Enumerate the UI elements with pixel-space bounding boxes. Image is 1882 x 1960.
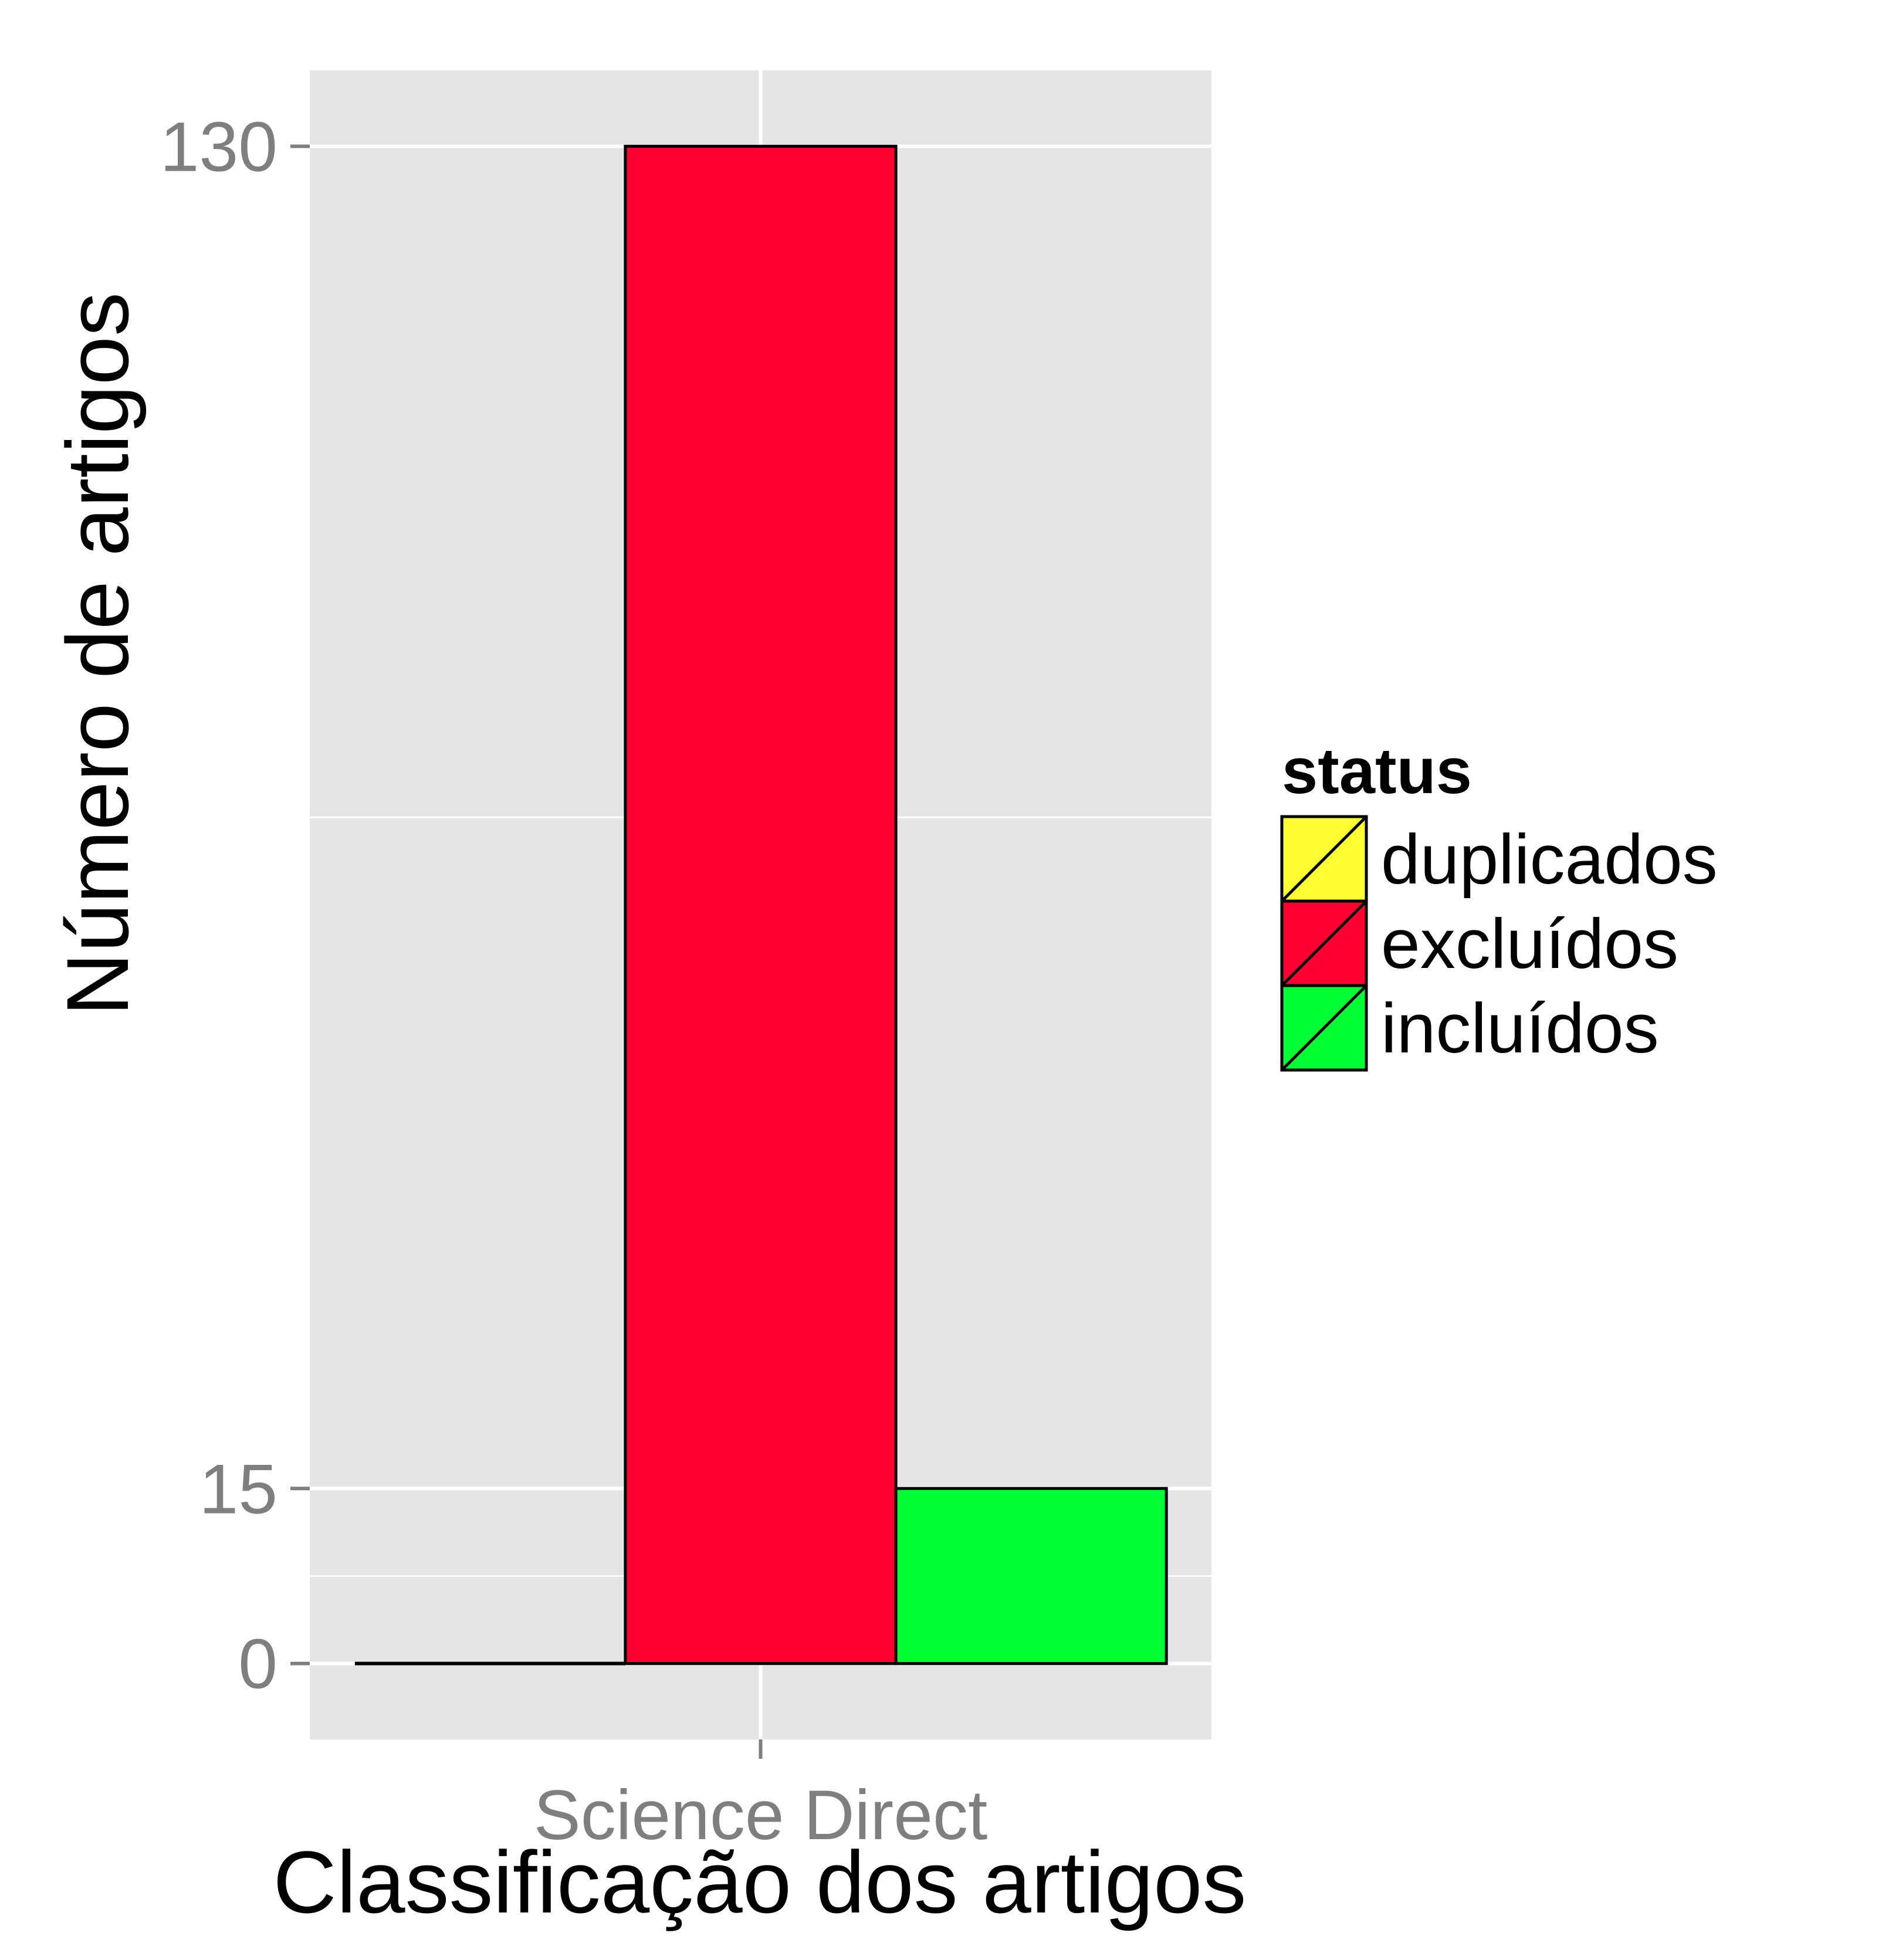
x-tick-label: Science Direct	[534, 1776, 988, 1854]
legend-label-duplicados: duplicados	[1381, 820, 1718, 899]
legend-key-slash	[1281, 900, 1368, 987]
legend-label-incluídos: incluídos	[1381, 989, 1659, 1068]
bars	[354, 144, 1168, 1666]
y-axis: 0 15 130	[160, 107, 310, 1704]
legend-key-slash	[1281, 815, 1368, 902]
y-tick-label: 15	[199, 1450, 277, 1528]
legend-label-excluídos: excluídos	[1381, 905, 1678, 983]
bar-excluídos	[624, 144, 898, 1666]
x-axis: Science Direct	[534, 1739, 988, 1854]
x-axis-title: Classificação dos artigos	[273, 1833, 1246, 1931]
y-tick-label: 0	[238, 1625, 277, 1704]
legend-title: status	[1282, 735, 1472, 807]
legend-key-slash	[1281, 984, 1368, 1071]
y-tick-label: 130	[160, 107, 277, 186]
bar-incluídos	[894, 1487, 1168, 1666]
y-axis-title: Número de artigos	[48, 292, 147, 1016]
